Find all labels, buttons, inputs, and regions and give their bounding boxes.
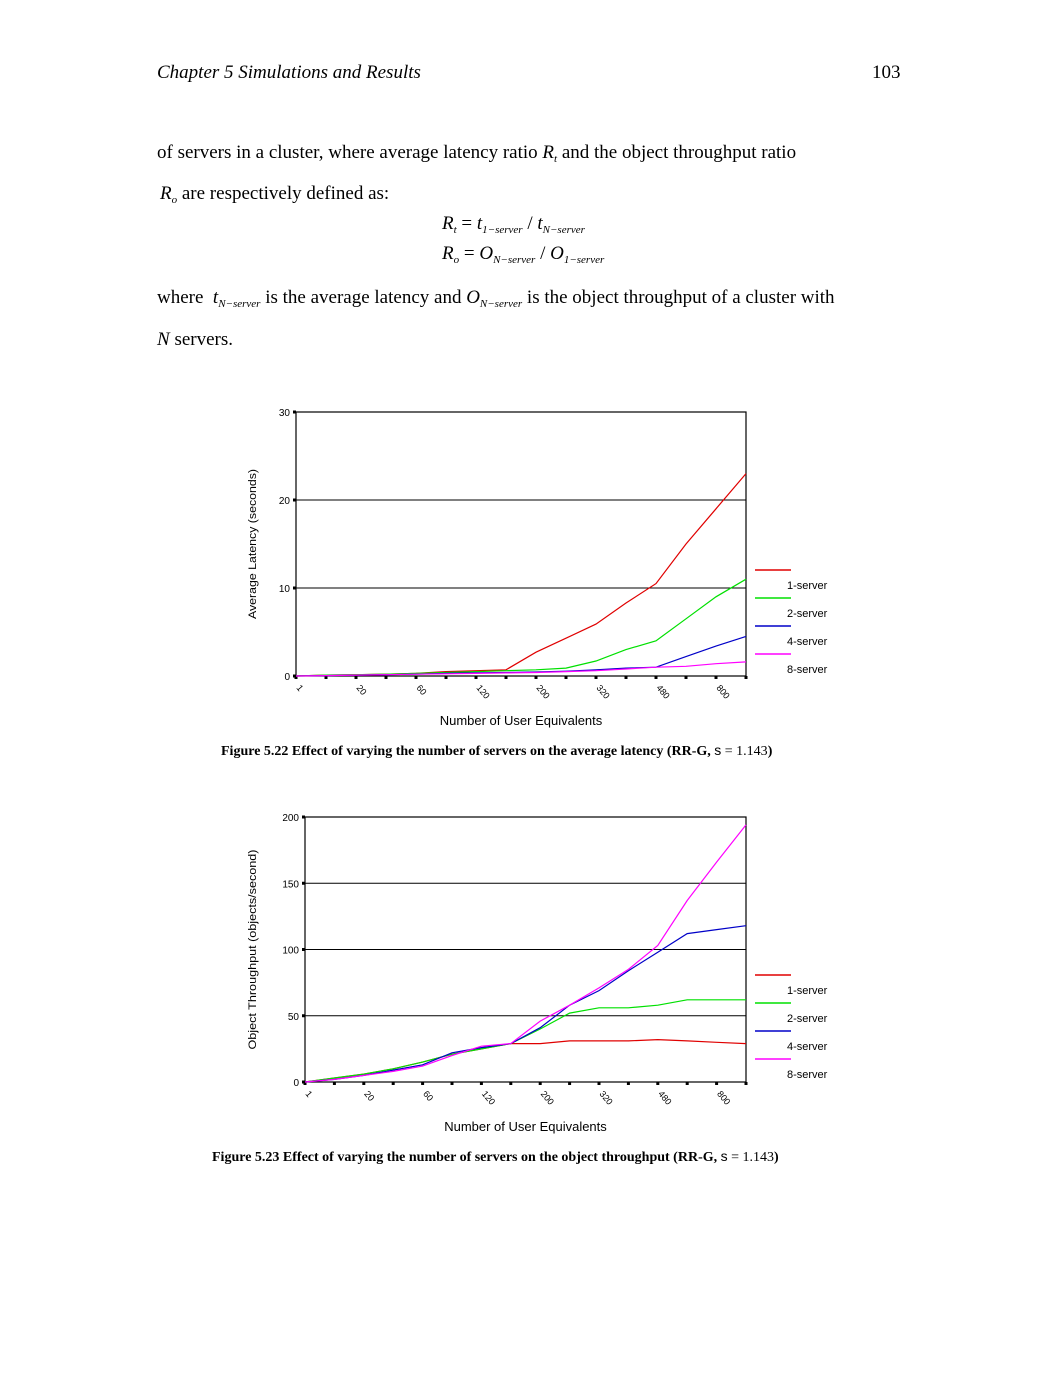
- math-symbol: t: [537, 213, 543, 234]
- legend-label: 4-server: [787, 636, 828, 648]
- figure-5-23-caption: Figure 5.23 Effect of varying the number…: [212, 1148, 779, 1166]
- x-tick-label: 480: [654, 683, 671, 701]
- paragraph-line-1: of servers in a cluster, where average l…: [157, 142, 796, 165]
- x-tick-label: 60: [414, 683, 428, 697]
- plot-frame: [295, 411, 747, 677]
- series-line-8-server: [304, 824, 747, 1083]
- legend-label: 1-server: [787, 985, 828, 997]
- math-symbol: R: [442, 243, 454, 264]
- text-run: of servers in a cluster, where average l…: [157, 142, 538, 163]
- y-tick-label: 200: [282, 813, 299, 824]
- math-symbol: N: [157, 329, 170, 350]
- legend-label: 1-server: [787, 580, 828, 592]
- sigma-value: = 1.143: [731, 1150, 775, 1165]
- math-symbol: R: [542, 142, 554, 163]
- math-subscript: 1−server: [563, 254, 605, 266]
- math-subscript: o: [171, 194, 178, 206]
- text-run: and the object throughput ratio: [561, 142, 797, 163]
- x-tick-label: 800: [715, 1089, 732, 1107]
- legend-label: 8-server: [787, 1069, 828, 1081]
- y-tick-label: 10: [279, 584, 291, 595]
- text-run: are respectively defined as:: [181, 183, 390, 204]
- series-line-1-server: [304, 1038, 747, 1083]
- y-tick-label: 100: [282, 946, 299, 957]
- sigma-symbol: s: [720, 1148, 728, 1164]
- math-subscript: 1−server: [482, 224, 523, 236]
- math-subscript: o: [453, 254, 460, 266]
- caption-text: Figure 5.23 Effect of varying the number…: [212, 1150, 718, 1165]
- paragraph-line-3: where tN−server is the average latency a…: [157, 287, 835, 310]
- math-subscript: N−server: [542, 224, 585, 236]
- x-tick-label: 200: [534, 683, 551, 701]
- x-tick-label: 320: [594, 683, 611, 701]
- x-tick-label: 800: [714, 683, 731, 701]
- math-symbol: R: [160, 183, 172, 204]
- paragraph-line-2: Ro are respectively defined as:: [160, 183, 389, 206]
- x-tick-label: 1: [294, 683, 305, 693]
- sigma-symbol: s: [714, 742, 722, 758]
- paragraph-line-4: N servers.: [157, 329, 233, 351]
- text-run: is the object throughput of a cluster wi…: [526, 287, 835, 308]
- y-tick-label: 0: [293, 1078, 299, 1089]
- x-tick-label: 120: [480, 1089, 497, 1107]
- x-tick-label: 60: [421, 1089, 435, 1103]
- x-tick-label: 20: [354, 683, 368, 697]
- y-tick-label: 0: [284, 672, 290, 683]
- sigma-value: = 1.143: [724, 744, 768, 759]
- x-tick-label: 200: [539, 1089, 556, 1107]
- series-line-8-server: [295, 661, 747, 677]
- x-tick-label: 20: [362, 1089, 376, 1103]
- math-subscript: t: [453, 224, 457, 236]
- math-subscript: N−server: [493, 254, 536, 266]
- series-line-1-server: [295, 473, 747, 677]
- math-symbol: t: [476, 213, 483, 234]
- math-subscript: t: [554, 153, 558, 165]
- x-axis-label: Number of User Equivalents: [440, 713, 603, 728]
- math-symbol: t: [212, 287, 219, 308]
- x-tick-label: 1: [303, 1089, 314, 1099]
- x-axis-label: Number of User Equivalents: [444, 1119, 607, 1134]
- page-number: 103: [872, 62, 901, 83]
- text-run: where: [157, 287, 204, 308]
- y-axis-label: Average Latency (seconds): [247, 469, 259, 619]
- math-symbol: O: [466, 287, 480, 308]
- chapter-header: Chapter 5 Simulations and Results: [157, 62, 421, 83]
- math-symbol: O: [550, 243, 564, 264]
- legend-label: 2-server: [787, 1013, 828, 1025]
- caption-close: ): [774, 1150, 779, 1165]
- legend-label: 8-server: [787, 664, 828, 676]
- equation-throughput-ratio: Ro = ON−server / O1−server: [442, 243, 605, 266]
- math-subscript: N−server: [479, 298, 523, 310]
- math-symbol: O: [479, 243, 494, 264]
- math-symbol: R: [442, 213, 454, 234]
- y-tick-label: 30: [279, 408, 291, 419]
- figure-5-22-caption: Figure 5.22 Effect of varying the number…: [221, 742, 772, 760]
- series-line-4-server: [304, 925, 747, 1083]
- y-tick-label: 150: [282, 879, 299, 890]
- x-tick-label: 480: [656, 1089, 673, 1107]
- legend-label: 4-server: [787, 1041, 828, 1053]
- x-tick-label: 320: [597, 1089, 614, 1107]
- y-tick-label: 20: [279, 496, 291, 507]
- y-axis-label: Object Throughput (objects/second): [247, 850, 259, 1050]
- legend-label: 2-server: [787, 608, 828, 620]
- equation-latency-ratio: Rt = t1−server / tN−server: [442, 213, 585, 236]
- text-run: is the average latency and: [265, 287, 462, 308]
- text-run: servers.: [174, 329, 233, 350]
- y-tick-label: 50: [288, 1012, 300, 1023]
- caption-text: Figure 5.22 Effect of varying the number…: [221, 744, 711, 759]
- x-tick-label: 120: [474, 683, 491, 701]
- caption-close: ): [767, 744, 773, 759]
- math-subscript: N−server: [218, 298, 261, 310]
